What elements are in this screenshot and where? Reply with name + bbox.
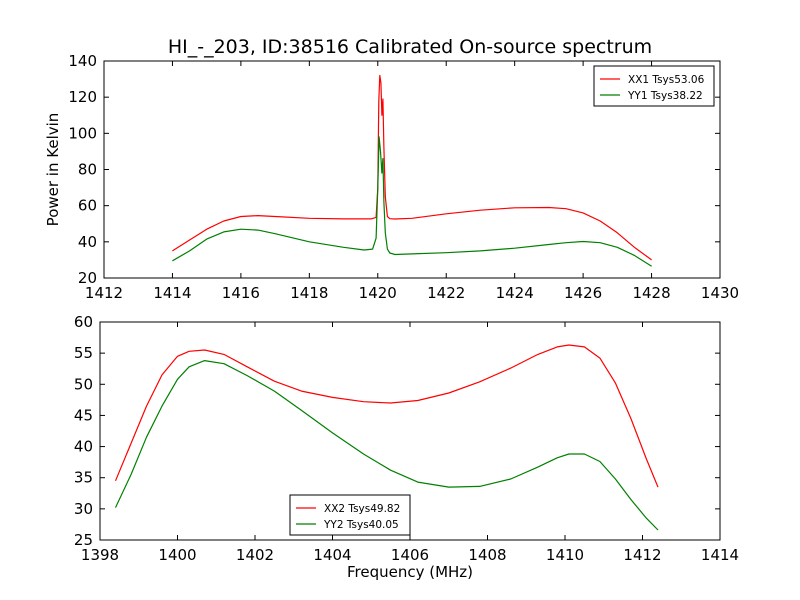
x-tick-label: 1424 [496, 284, 534, 302]
legend-entry: XX2 Tsys49.82 [324, 503, 400, 515]
y-tick-label: 140 [68, 52, 97, 70]
x-tick-label: 1414 [701, 546, 739, 564]
x-tick-label: 1416 [222, 284, 260, 302]
x-tick-label: 1430 [701, 284, 739, 302]
x-tick-label: 1410 [546, 546, 584, 564]
legend-entry: XX1 Tsys53.06 [628, 74, 705, 86]
figure-title: HI_-_203, ID:38516 Calibrated On-source … [168, 36, 652, 58]
x-tick-label: 1426 [564, 284, 602, 302]
x-tick-label: 1408 [468, 546, 506, 564]
legend: XX2 Tsys49.82 YY2 Tsys40.05 [289, 494, 411, 536]
x-tick-label: 1398 [81, 546, 119, 564]
x-tick-label: 1400 [158, 546, 196, 564]
legend-box [289, 494, 411, 536]
y-tick-label: 60 [74, 313, 93, 331]
x-tick-label: 1402 [236, 546, 274, 564]
y-tick-label: 45 [74, 406, 93, 424]
bottom-panel: 1398 1400 1402 1404 1406 1408 1410 1412 1414 25 30… [74, 313, 739, 581]
legend-box [593, 65, 715, 107]
x-tick-label: 1406 [391, 546, 429, 564]
x-tick-label: 1404 [313, 546, 351, 564]
y-tick-label: 100 [68, 124, 97, 142]
series-line-yy1 [172, 136, 652, 267]
legend-entry: YY1 Tsys38.22 [627, 90, 703, 102]
y-tick-label: 60 [78, 197, 97, 215]
y-tick-label: 40 [74, 438, 93, 456]
x-tick-label: 1414 [153, 284, 191, 302]
x-tick-label: 1428 [632, 284, 670, 302]
top-panel: 1412 1414 1416 1418 1420 1422 1424 1426 1428 1430… [44, 52, 739, 302]
x-tick-label: 1412 [623, 546, 661, 564]
legend: XX1 Tsys53.06 YY1 Tsys38.22 [593, 65, 715, 107]
y-tick-label: 30 [74, 500, 93, 518]
y-tick-label: 120 [68, 88, 97, 106]
y-tick-label: 40 [78, 233, 97, 251]
y-axis-label: Power in Kelvin [44, 113, 62, 227]
y-tick-label: 80 [78, 161, 97, 179]
y-tick-label: 35 [74, 469, 93, 487]
x-tick-label: 1418 [290, 284, 328, 302]
series-line-xx1 [172, 74, 652, 261]
y-tick-label: 55 [74, 344, 93, 362]
y-tick-label: 25 [74, 531, 93, 549]
x-tick-label: 1420 [359, 284, 397, 302]
series-line-yy2 [114, 360, 659, 531]
x-tick-label: 1422 [427, 284, 465, 302]
x-tick-label: 1412 [85, 284, 123, 302]
series-line-xx2 [114, 344, 659, 488]
legend-entry: YY2 Tsys40.05 [323, 519, 399, 531]
x-axis-label: Frequency (MHz) [347, 563, 473, 581]
y-tick-label: 20 [78, 269, 97, 287]
y-tick-label: 50 [74, 375, 93, 393]
